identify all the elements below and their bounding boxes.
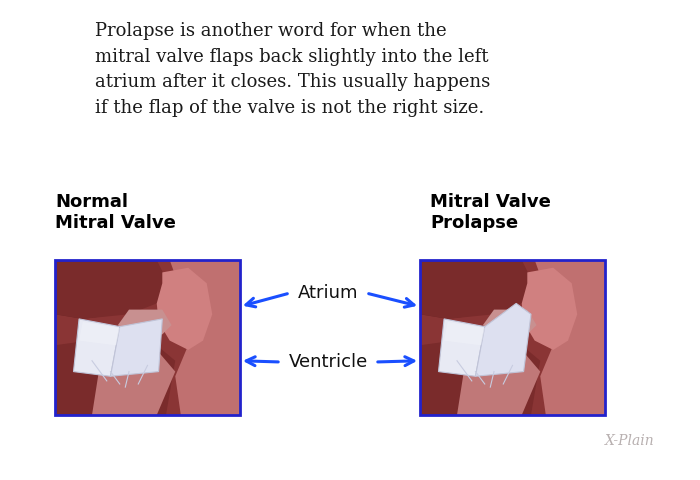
Polygon shape bbox=[420, 260, 509, 319]
Polygon shape bbox=[55, 260, 166, 319]
Polygon shape bbox=[457, 350, 540, 415]
Polygon shape bbox=[483, 310, 536, 335]
Bar bbox=[420, 260, 605, 415]
Polygon shape bbox=[438, 319, 484, 376]
Ellipse shape bbox=[79, 330, 112, 351]
Polygon shape bbox=[475, 303, 531, 376]
Polygon shape bbox=[111, 319, 162, 376]
Ellipse shape bbox=[444, 330, 477, 351]
Polygon shape bbox=[444, 322, 484, 345]
Polygon shape bbox=[420, 337, 540, 415]
Text: X-Plain: X-Plain bbox=[606, 434, 654, 448]
Polygon shape bbox=[420, 260, 605, 415]
Text: Ventricle: Ventricle bbox=[288, 353, 368, 371]
Bar bbox=[55, 260, 240, 415]
Polygon shape bbox=[79, 322, 120, 345]
Text: Normal
Mitral Valve: Normal Mitral Valve bbox=[55, 193, 176, 232]
Text: Mitral Valve
Prolapse: Mitral Valve Prolapse bbox=[430, 193, 551, 232]
Polygon shape bbox=[55, 260, 144, 319]
Polygon shape bbox=[535, 260, 605, 415]
Text: Atrium: Atrium bbox=[298, 284, 358, 302]
Polygon shape bbox=[55, 260, 240, 415]
Polygon shape bbox=[55, 337, 175, 415]
Polygon shape bbox=[420, 260, 531, 319]
Polygon shape bbox=[157, 268, 212, 350]
Polygon shape bbox=[74, 319, 120, 376]
Polygon shape bbox=[92, 350, 175, 415]
Polygon shape bbox=[118, 310, 172, 335]
Polygon shape bbox=[522, 268, 578, 350]
Polygon shape bbox=[169, 260, 240, 415]
Text: Prolapse is another word for when the
mitral valve flaps back slightly into the : Prolapse is another word for when the mi… bbox=[95, 22, 490, 117]
